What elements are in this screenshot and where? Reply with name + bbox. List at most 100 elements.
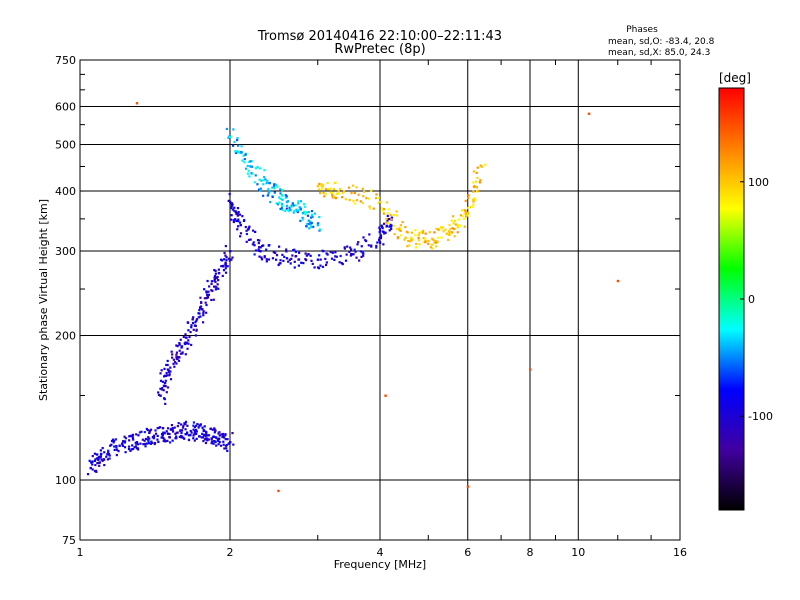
data-point: [95, 470, 98, 473]
data-point: [301, 218, 304, 221]
data-point: [477, 189, 480, 193]
data-point: [440, 236, 443, 239]
data-point: [285, 200, 289, 204]
data-point: [149, 428, 153, 431]
data-point: [410, 231, 413, 234]
data-point: [86, 473, 90, 476]
data-point: [279, 197, 282, 200]
data-point: [147, 442, 150, 445]
data-point: [319, 191, 322, 195]
data-point: [163, 438, 166, 441]
data-point: [226, 265, 229, 268]
data-point: [186, 424, 189, 427]
data-point: [298, 251, 301, 254]
data-point: [222, 443, 225, 446]
data-point: [293, 209, 296, 212]
data-point: [245, 240, 248, 243]
data-point: [284, 209, 287, 213]
data-point: [388, 225, 391, 228]
data-point: [174, 432, 177, 435]
data-point: [214, 274, 217, 278]
data-point: [267, 187, 270, 191]
data-point: [480, 165, 484, 168]
data-point: [310, 221, 313, 225]
data-point: [414, 234, 417, 237]
data-point: [100, 458, 103, 461]
data-point: [210, 298, 213, 302]
data-point: [362, 252, 365, 255]
data-point: [235, 212, 238, 216]
data-point: [123, 446, 127, 449]
data-point: [322, 184, 325, 187]
data-point: [390, 218, 393, 221]
data-point: [282, 259, 285, 263]
data-point: [385, 225, 388, 228]
data-point: [479, 179, 482, 182]
data-point: [272, 251, 275, 254]
data-point: [266, 179, 269, 183]
data-point: [318, 254, 321, 257]
data-point: [236, 212, 239, 215]
data-point: [364, 239, 367, 242]
data-point: [222, 440, 225, 443]
data-point: [230, 218, 233, 221]
data-point: [156, 438, 159, 441]
data-point: [117, 449, 120, 453]
data-point: [382, 222, 386, 225]
data-point: [159, 394, 162, 397]
data-point: [217, 279, 220, 282]
data-point: [410, 239, 413, 242]
data-point: [278, 245, 281, 248]
data-point: [150, 440, 153, 443]
data-point: [161, 380, 164, 383]
data-point: [225, 443, 229, 447]
data-point: [263, 169, 266, 172]
data-point: [233, 206, 236, 209]
data-point: [200, 301, 203, 305]
data-point: [115, 446, 118, 449]
data-point: [399, 234, 403, 237]
data-point: [433, 231, 436, 234]
data-point: [464, 212, 467, 215]
data-point: [362, 254, 365, 257]
data-point: [209, 427, 212, 430]
data-point: [201, 321, 205, 324]
data-point: [184, 428, 187, 431]
data-point: [238, 221, 242, 224]
data-point: [335, 255, 338, 258]
data-point: [379, 229, 382, 233]
data-point: [292, 249, 295, 252]
data-point: [279, 192, 282, 195]
data-point: [250, 165, 254, 168]
data-point: [228, 135, 231, 138]
data-point: [267, 258, 271, 261]
data-point: [285, 257, 289, 260]
data-point: [432, 238, 435, 241]
data-point: [405, 230, 408, 233]
data-point: [353, 191, 356, 195]
data-point: [134, 441, 137, 444]
y-tick-label: 100: [55, 474, 76, 487]
data-point: [179, 352, 183, 355]
data-point: [184, 420, 188, 423]
data-point: [280, 202, 284, 206]
data-point: [263, 175, 266, 179]
data-point: [90, 461, 93, 464]
data-point: [204, 437, 207, 440]
data-point: [162, 397, 166, 400]
data-point: [102, 458, 105, 461]
data-point: [436, 240, 439, 243]
data-point: [175, 431, 178, 434]
data-point: [114, 438, 117, 441]
data-point: [319, 258, 322, 261]
data-point: [159, 426, 162, 429]
data-point: [316, 184, 320, 188]
data-point: [236, 214, 239, 217]
data-point: [194, 334, 198, 337]
data-point: [398, 227, 401, 230]
data-point: [381, 209, 384, 213]
data-point: [201, 432, 204, 435]
data-point: [329, 187, 332, 190]
data-point: [260, 258, 264, 261]
data-point: [374, 197, 378, 200]
